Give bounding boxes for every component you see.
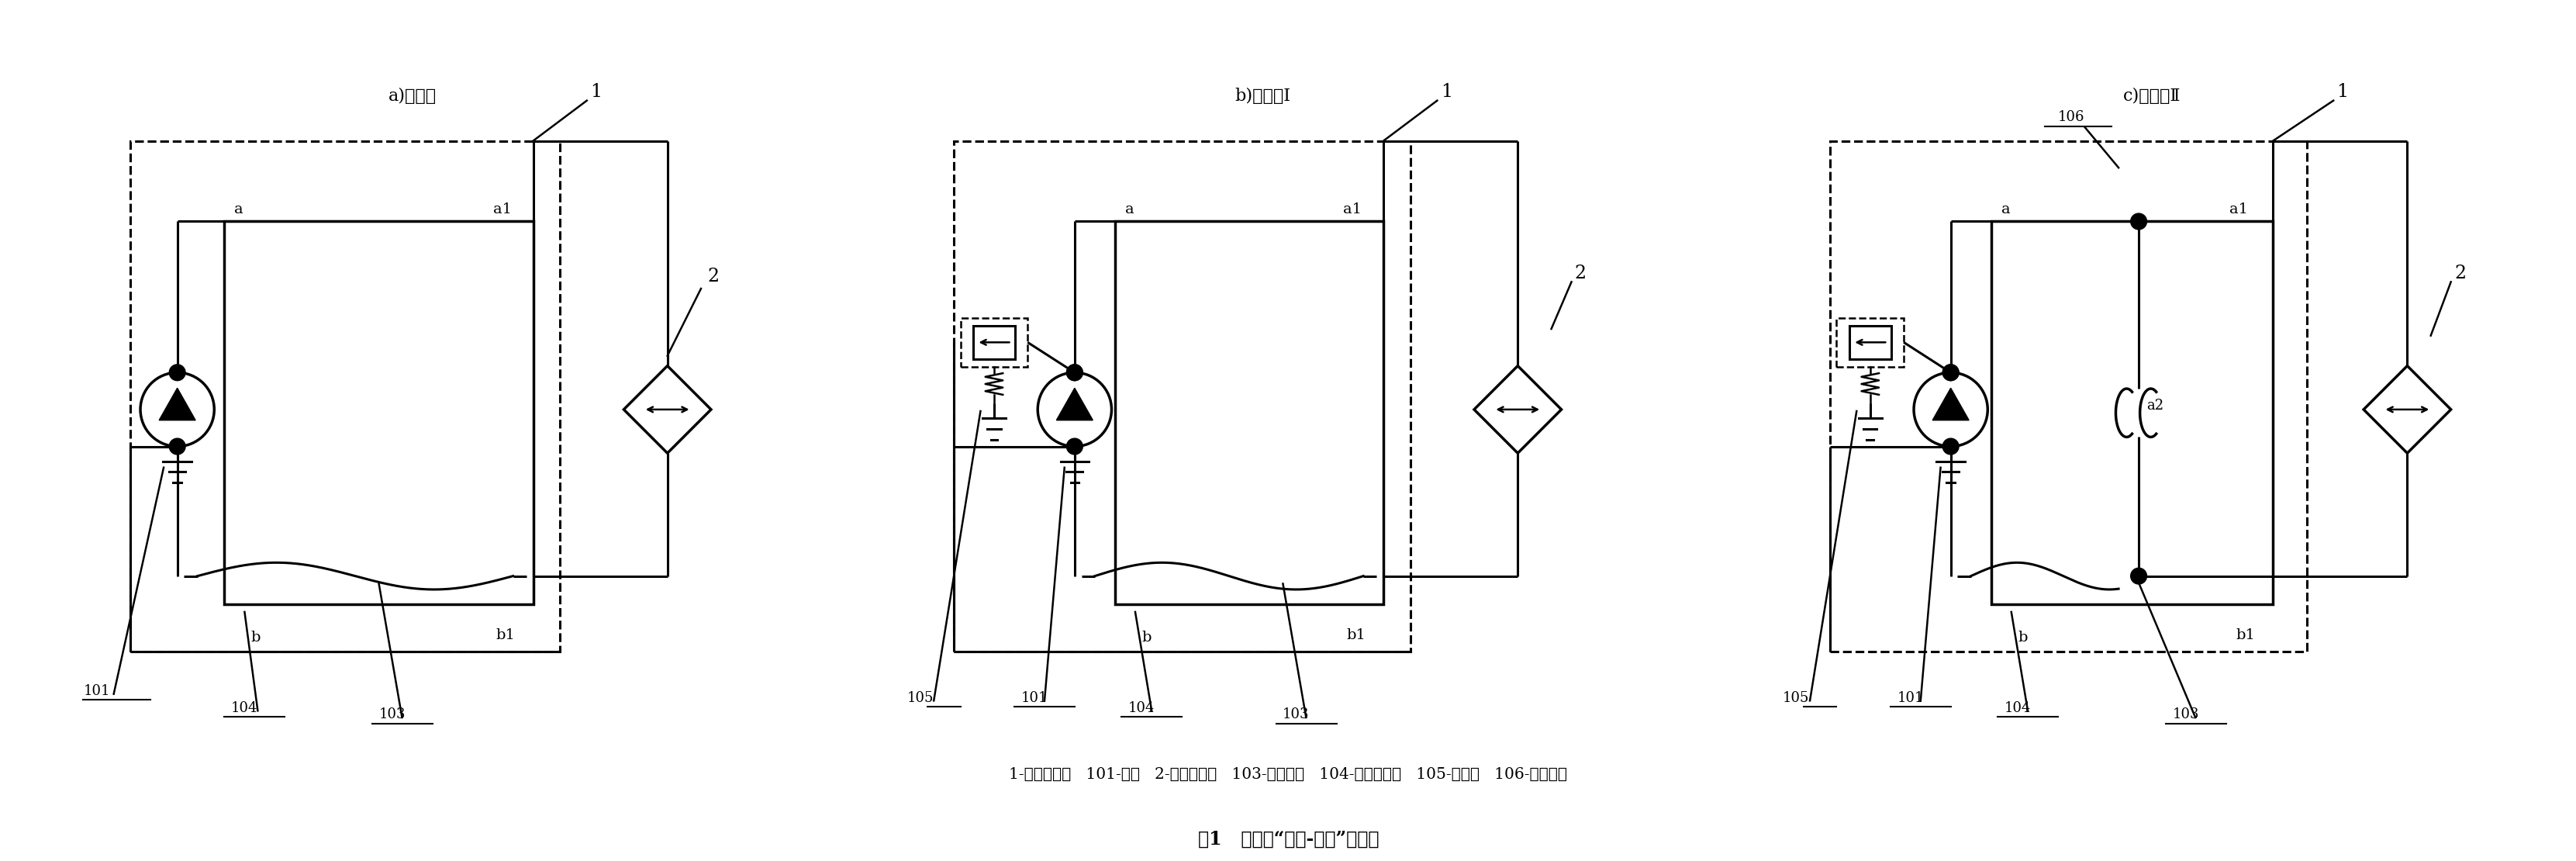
Text: 103: 103 xyxy=(2172,708,2197,722)
Text: 105: 105 xyxy=(1783,691,1808,705)
Text: 104: 104 xyxy=(2004,701,2030,715)
Text: 1: 1 xyxy=(2336,84,2347,101)
Text: a1: a1 xyxy=(2228,202,2246,216)
Text: b1: b1 xyxy=(497,629,515,642)
Text: 104: 104 xyxy=(232,701,258,715)
Text: 103: 103 xyxy=(1283,708,1309,722)
Circle shape xyxy=(1066,438,1082,455)
Circle shape xyxy=(1066,364,1082,381)
Text: b: b xyxy=(250,630,260,644)
Text: 104: 104 xyxy=(1128,701,1154,715)
Text: b: b xyxy=(2017,630,2027,644)
Text: a2: a2 xyxy=(2146,399,2164,412)
Text: 1-变速器总成   101-油泵   2-风冷油冷器   103-润滑油路   104-变速器壳体   105-安全阀   106-节流油路: 1-变速器总成 101-油泵 2-风冷油冷器 103-润滑油路 104-变速器壳… xyxy=(1010,767,1566,782)
Text: 101: 101 xyxy=(1896,691,1924,705)
Text: a)原系统: a)原系统 xyxy=(389,87,435,104)
Text: b1: b1 xyxy=(2236,629,2254,642)
Text: 101: 101 xyxy=(82,684,111,698)
Circle shape xyxy=(170,438,185,455)
Polygon shape xyxy=(1056,388,1092,420)
Text: 2: 2 xyxy=(1574,264,1587,282)
Bar xyxy=(953,141,1409,651)
Text: 1: 1 xyxy=(590,84,603,101)
Circle shape xyxy=(1066,364,1082,381)
Text: a: a xyxy=(234,202,242,216)
Text: a: a xyxy=(1126,202,1133,216)
Circle shape xyxy=(1942,364,1958,381)
Bar xyxy=(1115,221,1383,604)
Text: 106: 106 xyxy=(2058,110,2084,124)
Polygon shape xyxy=(160,388,196,420)
Text: b1: b1 xyxy=(1347,629,1365,642)
Circle shape xyxy=(2130,214,2146,230)
Text: 1: 1 xyxy=(1440,84,1453,101)
Text: 2: 2 xyxy=(2452,264,2465,282)
Polygon shape xyxy=(1932,388,1968,420)
Circle shape xyxy=(170,364,185,381)
Text: a1: a1 xyxy=(492,202,510,216)
Circle shape xyxy=(1942,364,1958,381)
Bar xyxy=(961,319,1028,367)
Text: b)新系统Ⅰ: b)新系统Ⅰ xyxy=(1234,87,1291,104)
Text: 图1   变速器“润滑-冷却”原系统: 图1 变速器“润滑-冷却”原系统 xyxy=(1198,830,1378,849)
Circle shape xyxy=(2130,568,2146,584)
Circle shape xyxy=(1942,438,1958,455)
Text: 101: 101 xyxy=(1020,691,1048,705)
Bar xyxy=(224,221,533,604)
Text: c)新系统Ⅱ: c)新系统Ⅱ xyxy=(2123,87,2179,104)
Text: 103: 103 xyxy=(379,708,404,722)
Text: a1: a1 xyxy=(1342,202,1360,216)
Bar xyxy=(1829,141,2306,651)
Bar xyxy=(1837,319,1904,367)
Text: 105: 105 xyxy=(907,691,933,705)
Bar xyxy=(131,141,559,651)
Bar xyxy=(1850,325,1891,359)
Bar xyxy=(974,325,1015,359)
Bar xyxy=(1991,221,2272,604)
Text: b: b xyxy=(1141,630,1151,644)
Text: a: a xyxy=(2002,202,2009,216)
Text: 2: 2 xyxy=(708,268,719,286)
